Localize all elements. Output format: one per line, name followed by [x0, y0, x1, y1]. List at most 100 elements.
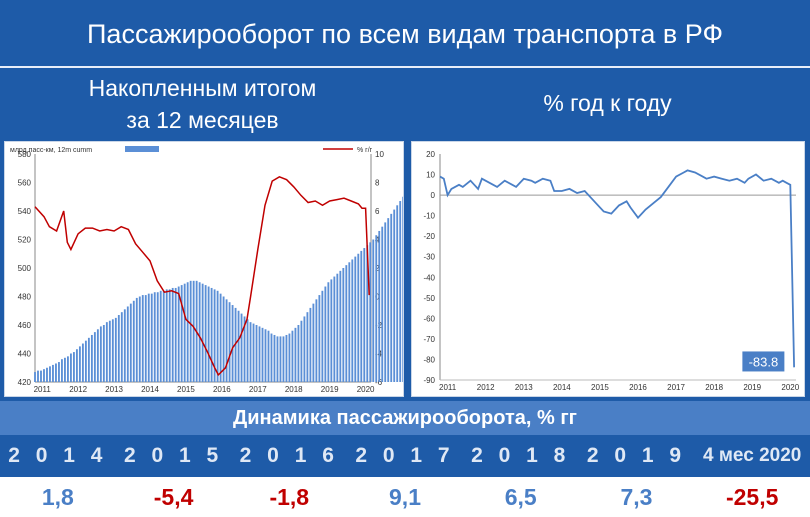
year-label: 2 0 1 5: [123, 444, 224, 467]
bar: [228, 302, 231, 382]
bar: [123, 309, 126, 382]
bar: [261, 327, 264, 382]
bar: [291, 330, 294, 382]
y-tick-label: 20: [426, 150, 435, 159]
bar: [210, 287, 213, 382]
y-tick-label: -70: [423, 335, 435, 344]
x-tick-label: 2012: [69, 385, 87, 394]
bar: [114, 317, 117, 382]
x-tick-label: 2013: [515, 383, 533, 392]
bar: [396, 205, 399, 382]
bar: [192, 280, 195, 382]
table-heading: Динамика пассажирооборота, % гг: [0, 401, 810, 435]
bar: [369, 242, 372, 382]
bar: [255, 325, 258, 382]
year-value: 1,8: [41, 484, 74, 510]
bar: [237, 310, 240, 382]
bar: [354, 256, 357, 382]
year-label: 4 мес 2020: [703, 445, 802, 466]
bar: [288, 333, 291, 382]
bar: [198, 282, 201, 382]
x-tick-label: 2016: [213, 385, 231, 394]
right-subtitle: % год к году: [543, 90, 672, 116]
left-subtitle-line1: Накопленным итогом: [88, 75, 317, 101]
bar: [58, 362, 60, 382]
bar: [111, 319, 114, 382]
bar: [177, 286, 180, 382]
y-tick-label: -30: [423, 253, 435, 262]
bar: [378, 230, 381, 382]
bar: [390, 213, 393, 382]
bar: [231, 305, 234, 382]
y-tick-label: -10: [423, 212, 435, 221]
year-label: 2 0 1 8: [471, 444, 571, 467]
yoy-chart-svg: 20 10 0 -10 -20 -30 -40 -50 -60 -70 -80 -90 2011 2012…: [423, 150, 799, 392]
bar: [141, 295, 144, 382]
values-row: 1,8 -5,4 -1,8 9,1 6,5 7,3 -25,5: [0, 477, 810, 517]
yoy-line: [439, 169, 795, 368]
y-right-tick-label: 10: [375, 150, 384, 159]
bar: [366, 245, 369, 382]
bar: [300, 320, 303, 382]
bar: [49, 366, 51, 382]
bar: [309, 307, 312, 382]
bar: [120, 312, 123, 382]
y-left-tick-label: 540: [18, 207, 32, 216]
x-tick-label: 2014: [141, 385, 159, 394]
bar: [135, 297, 138, 382]
bar: [43, 369, 45, 382]
yoy-line: [34, 175, 370, 377]
bar: [279, 336, 282, 382]
bar: [330, 279, 333, 382]
year-value: -25,5: [725, 484, 779, 510]
bar: [372, 239, 375, 382]
bar: [105, 322, 108, 382]
bar: [90, 334, 93, 382]
bar: [315, 299, 318, 382]
y-tick-label: -20: [423, 232, 435, 241]
bar: [276, 336, 279, 382]
y-right-tick-label: 8: [375, 179, 380, 188]
y-tick-label: 0: [431, 191, 436, 200]
x-tick-label: 2019: [743, 383, 761, 392]
x-tick-label: 2018: [285, 385, 303, 394]
bar: [351, 259, 354, 382]
year-label: 2 0 1 4: [8, 444, 108, 467]
bar: [81, 343, 84, 382]
bar: [240, 313, 243, 382]
bar: [69, 353, 72, 382]
bar: [348, 262, 351, 382]
bar: [312, 303, 315, 382]
x-tick-label: 2018: [705, 383, 723, 392]
y-left-tick-label: 580: [18, 150, 32, 159]
bar: [324, 286, 327, 382]
left-subtitle-line2: за 12 месяцев: [126, 107, 279, 133]
bar: [150, 293, 153, 382]
bar: [393, 209, 396, 382]
y-left-tick-label: 440: [18, 350, 32, 359]
year-value: 9,1: [389, 484, 421, 510]
annotation-box: [742, 351, 785, 372]
bar: [153, 292, 156, 382]
slide-title: Пассажирооборот по всем видам транспорта…: [0, 0, 810, 68]
bar: [285, 334, 288, 382]
bar: [186, 282, 189, 382]
bar: [360, 250, 363, 382]
x-tick-label: 2020: [781, 383, 799, 392]
bar: [87, 337, 90, 382]
x-tick-label: 2013: [105, 385, 123, 394]
y-right-tick-label: 0: [375, 293, 380, 302]
bar: [375, 235, 378, 382]
bar: [72, 352, 75, 382]
x-tick-label: 2012: [477, 383, 495, 392]
bar: [318, 295, 321, 382]
bar: [55, 363, 57, 382]
bar: [357, 253, 360, 382]
bar: [267, 330, 270, 382]
bar: [126, 306, 129, 382]
bar: [342, 268, 345, 382]
bar: [64, 357, 66, 382]
bar: [37, 370, 39, 382]
bar: [67, 356, 69, 382]
